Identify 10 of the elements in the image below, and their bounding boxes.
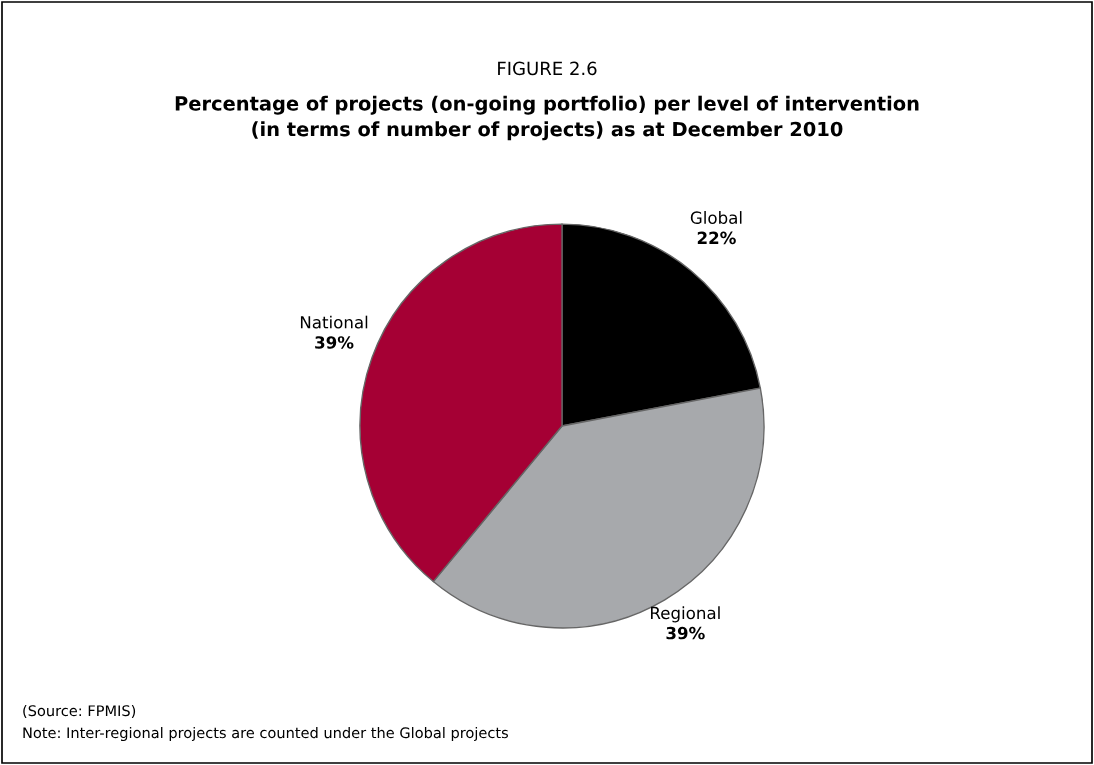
data-label: 22% (697, 231, 736, 245)
data-label: 39% (666, 626, 705, 640)
text: Note: Inter-regional projects are counted under the Global projects (23, 726, 508, 742)
slice-label: Global (690, 211, 742, 224)
slice-label: Regional (651, 606, 720, 623)
slice-label: National (300, 315, 368, 329)
chart-title: FIGURE 2.6 (498, 61, 597, 76)
data-label: 39% (315, 336, 354, 349)
chart-subtitle: Percentage of projects (on-going portfolio) per level of intervention (in terms of number of projects) as at December 2010 (175, 95, 919, 141)
text: (Source: FPMIS) (23, 704, 136, 718)
